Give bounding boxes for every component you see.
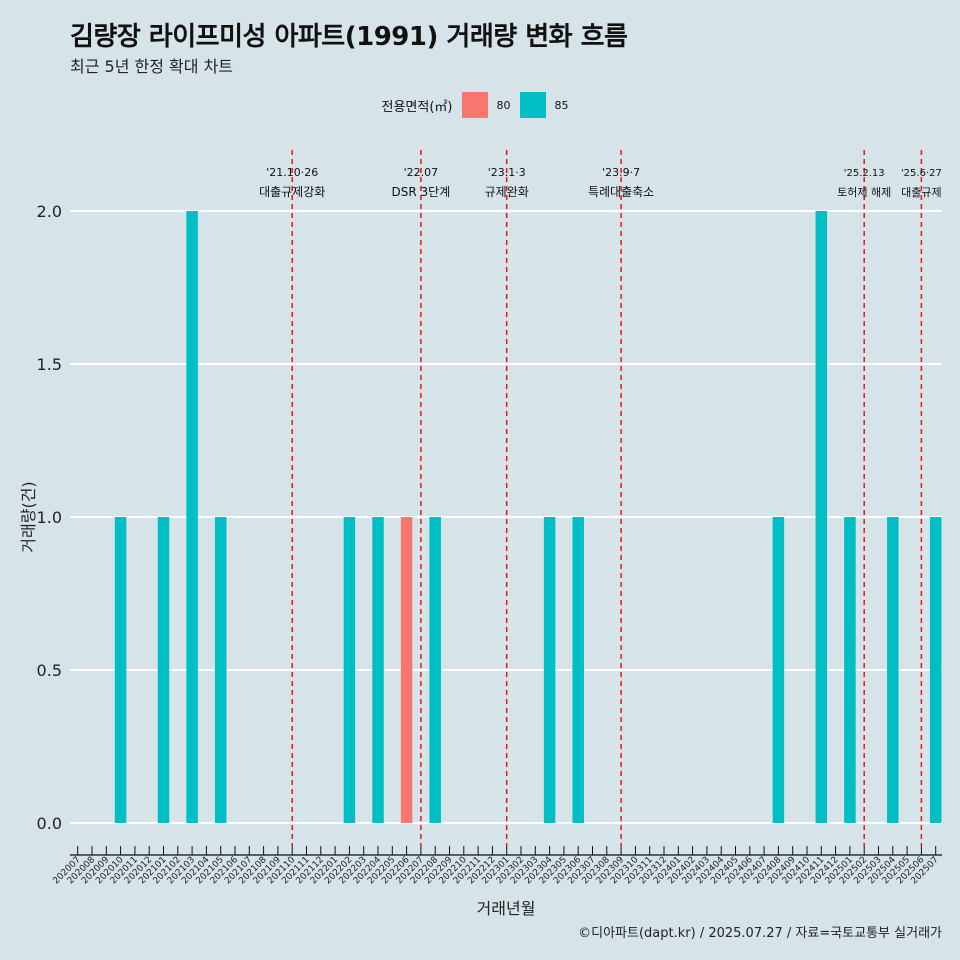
event-name-label: DSR 3단계 <box>392 185 451 199</box>
bar-85-202208 <box>429 517 441 823</box>
legend-title: 전용면적(㎡) <box>381 99 453 115</box>
event-name-label: 특례대출축소 <box>588 185 654 199</box>
bar-85-202101 <box>157 517 170 823</box>
event-date-label: '25.2.13 <box>844 168 885 179</box>
y-tick-label: 1.0 <box>37 508 62 527</box>
event-name-label: 토허제 해제 <box>837 185 891 199</box>
bar-85-202202 <box>343 517 356 823</box>
event-date-label: '21.10·26 <box>266 166 318 179</box>
event-name-label: 대출규제 <box>901 186 941 199</box>
bar-85-202408 <box>772 517 785 823</box>
bar-85-202501 <box>844 517 856 823</box>
event-date-label: '23.9·7 <box>602 166 640 179</box>
bar-85-202504 <box>887 517 899 823</box>
y-tick-label: 0.0 <box>37 814 62 833</box>
bar-85-202411 <box>815 211 828 823</box>
bar-85-202010 <box>114 517 127 823</box>
legend: 전용면적(㎡) 80 85 <box>0 92 960 118</box>
event-name-label: 대출규제강화 <box>259 185 325 199</box>
legend-label-80: 80 <box>496 98 511 112</box>
event-name-label: 규제완화 <box>485 185 529 199</box>
event-date-label: '23.1·3 <box>488 166 526 179</box>
bar-85-202306 <box>572 517 584 823</box>
bar-85-202105 <box>214 517 227 823</box>
legend-swatch-80 <box>462 92 489 118</box>
event-date-label: '22.07 <box>404 166 439 179</box>
bar-85-202103 <box>186 211 198 823</box>
y-tick-label: 0.5 <box>37 661 62 680</box>
bar-85-202304 <box>543 517 556 823</box>
bar-80-202206 <box>400 517 413 823</box>
page-subtitle: 최근 5년 한정 확대 차트 <box>70 57 234 76</box>
y-axis-title: 거래량(건) <box>19 481 38 552</box>
y-tick-label: 2.0 <box>37 202 62 221</box>
page-title: 김량장 라이프미성 아파트(1991) 거래량 변화 흐름 <box>70 22 628 52</box>
legend-swatch-85 <box>520 92 547 118</box>
y-tick-label: 1.5 <box>37 355 62 374</box>
bar-85-202204 <box>372 517 384 823</box>
legend-label-85: 85 <box>554 98 569 112</box>
bar-85-202507 <box>929 517 942 823</box>
x-axis-title: 거래년월 <box>477 899 536 918</box>
event-date-label: '25.6·27 <box>901 168 942 179</box>
source-caption: ©디아파트(dapt.kr) / 2025.07.27 / 자료=국토교통부 실… <box>578 926 942 941</box>
